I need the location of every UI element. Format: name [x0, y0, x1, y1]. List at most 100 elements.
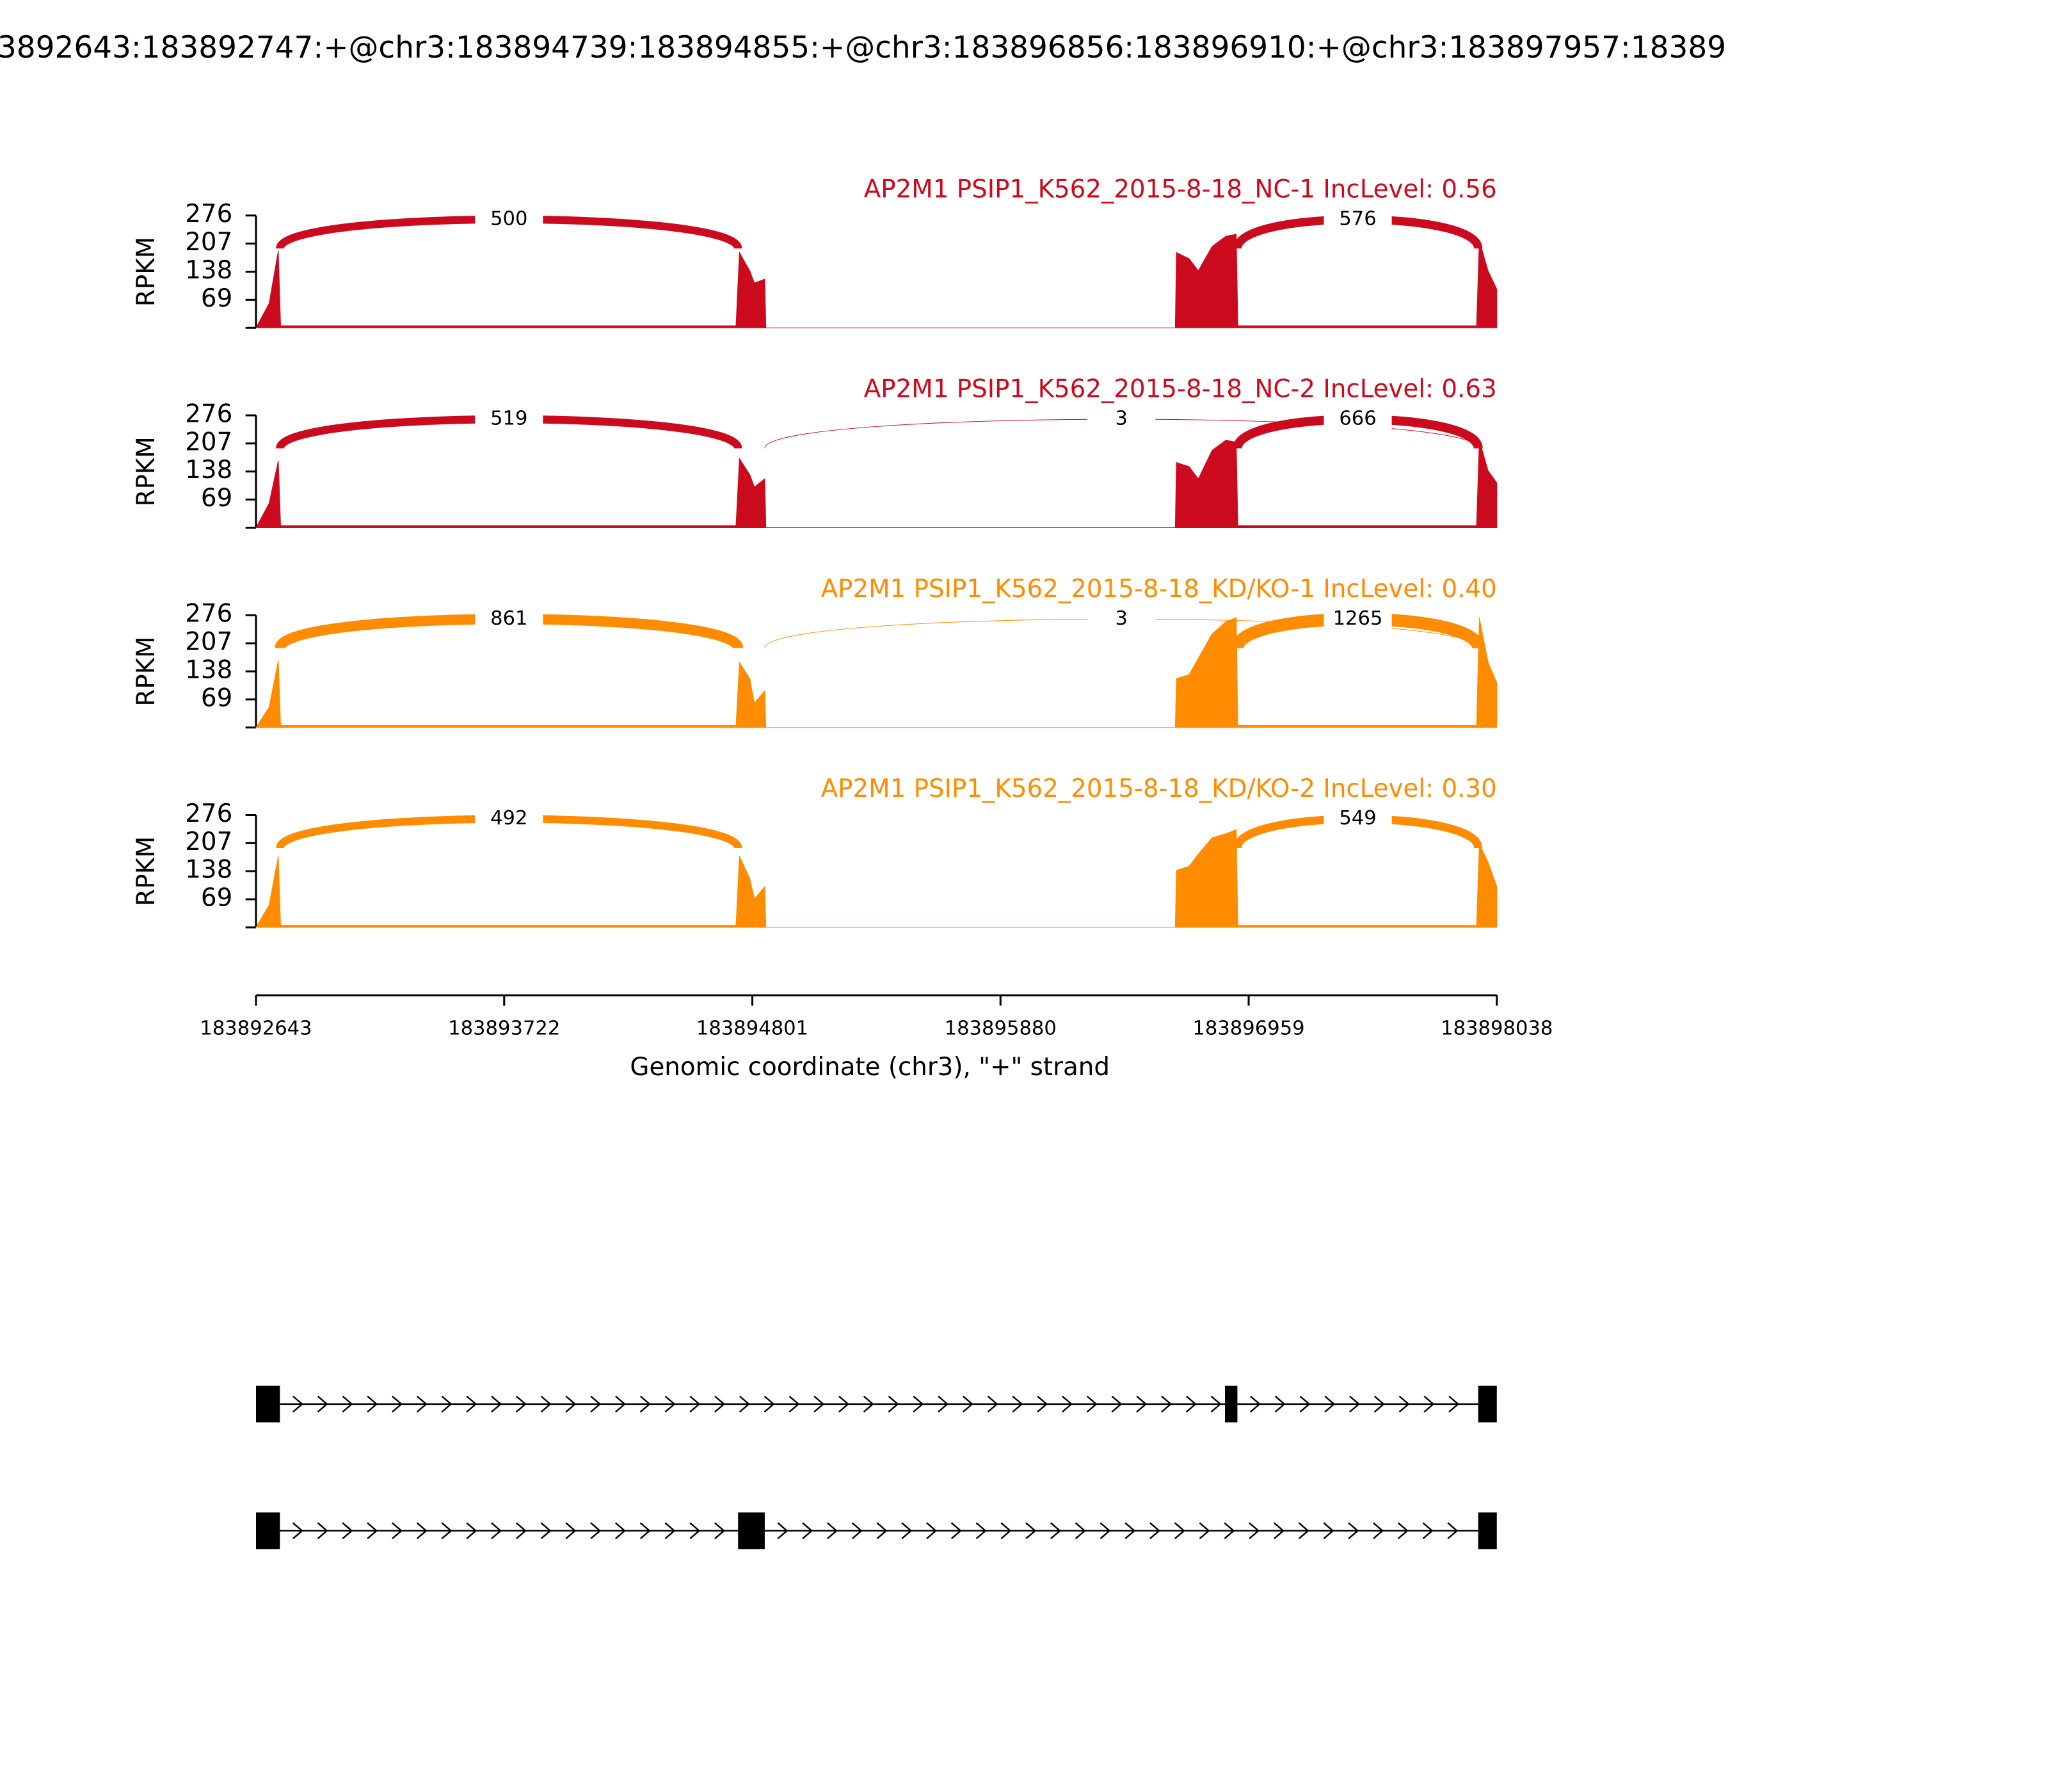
- intron-chevron: [1447, 1522, 1459, 1540]
- intron-chevron: [1249, 1522, 1260, 1540]
- y-axis-label: RPKM: [132, 836, 161, 906]
- intron-chevron: [1423, 1395, 1435, 1413]
- y-tick-label: 138: [185, 856, 232, 884]
- exon: [256, 1386, 280, 1423]
- intron-chevron: [975, 1522, 987, 1540]
- intron-chevron: [392, 1522, 403, 1540]
- junction-label-bg: [1087, 407, 1156, 431]
- intron-chevron: [1124, 1522, 1136, 1540]
- intron-chevron: [1174, 1522, 1185, 1540]
- exon: [1478, 1386, 1497, 1423]
- junction-label: 500: [490, 207, 527, 230]
- y-tick-label: 276: [185, 799, 232, 828]
- intron-chevron: [540, 1522, 552, 1540]
- intron-chevron: [615, 1522, 627, 1540]
- junction-label: 3: [1116, 408, 1128, 430]
- intron-chevron: [441, 1395, 452, 1413]
- intron-chevron: [664, 1395, 676, 1413]
- intron-chevron: [802, 1522, 813, 1540]
- intron-chevron: [1025, 1522, 1037, 1540]
- intron-chevron: [1324, 1395, 1336, 1413]
- junction-label-bg: [1324, 807, 1392, 831]
- intron-chevron: [1224, 1522, 1235, 1540]
- intron-chevron: [664, 1522, 676, 1540]
- y-tick-label: 69: [201, 684, 232, 712]
- x-tick-label: 183895880: [945, 1018, 1057, 1040]
- intron-chevron: [876, 1522, 888, 1540]
- y-tick-label: 69: [201, 484, 232, 513]
- intron-chevron: [292, 1522, 303, 1540]
- intron-chevron: [317, 1522, 328, 1540]
- intron-chevron: [1398, 1395, 1410, 1413]
- junction-label-bg: [1324, 407, 1392, 431]
- junction-label-bg: [1324, 607, 1392, 631]
- junction-label-bg: [475, 407, 543, 431]
- intron-chevron: [1250, 1395, 1261, 1413]
- intron-chevron: [938, 1395, 949, 1413]
- intron-chevron: [1136, 1395, 1148, 1413]
- intron-chevron: [1422, 1522, 1434, 1540]
- intron-chevron: [926, 1522, 938, 1540]
- panel-title: AP2M1 PSIP1_K562_2015-8-18_KD/KO-1 IncLe…: [821, 575, 1497, 604]
- intron-chevron: [950, 1522, 962, 1540]
- junction-label: 492: [490, 807, 527, 829]
- exon: [738, 1512, 765, 1549]
- intron-chevron: [1397, 1522, 1409, 1540]
- y-axis-label: RPKM: [132, 636, 161, 706]
- y-tick-label: 138: [185, 456, 232, 484]
- y-tick-label: 207: [185, 828, 232, 856]
- intron-chevron: [1274, 1522, 1285, 1540]
- intron-chevron: [838, 1395, 850, 1413]
- intron-chevron: [788, 1395, 800, 1413]
- junction-label: 3: [1116, 607, 1128, 630]
- junction-label-bg: [475, 207, 543, 232]
- intron-chevron: [714, 1522, 726, 1540]
- intron-chevron: [1037, 1395, 1048, 1413]
- y-tick-label: 138: [185, 655, 232, 684]
- junction-label: 576: [1339, 207, 1376, 230]
- intron-chevron: [1075, 1522, 1086, 1540]
- intron-chevron: [342, 1395, 353, 1413]
- junction-label: 1265: [1333, 607, 1383, 630]
- intron-chevron: [639, 1522, 651, 1540]
- y-tick-label: 69: [201, 284, 232, 313]
- intron-chevron: [441, 1522, 452, 1540]
- intron-chevron: [827, 1522, 838, 1540]
- intron-chevron: [1185, 1395, 1197, 1413]
- intron-chevron: [888, 1395, 899, 1413]
- intron-chevron: [491, 1395, 502, 1413]
- x-tick-label: 183892643: [200, 1018, 312, 1040]
- y-tick-label: 69: [201, 884, 232, 913]
- intron-chevron: [1000, 1522, 1012, 1540]
- coverage-area: [255, 234, 1498, 328]
- intron-chevron: [739, 1395, 750, 1413]
- junction-label-bg: [475, 807, 543, 831]
- intron-chevron: [565, 1522, 577, 1540]
- panel-title: AP2M1 PSIP1_K562_2015-8-18_KD/KO-2 IncLe…: [821, 774, 1497, 803]
- panel-title: AP2M1 PSIP1_K562_2015-8-18_NC-2 IncLevel…: [864, 375, 1497, 404]
- intron-chevron: [1100, 1522, 1111, 1540]
- x-tick-label: 183894801: [696, 1018, 808, 1040]
- junction-label-bg: [475, 607, 543, 631]
- exon: [1225, 1386, 1238, 1423]
- intron-chevron: [615, 1395, 627, 1413]
- intron-chevron: [1050, 1522, 1062, 1540]
- x-tick-label: 183896959: [1192, 1018, 1304, 1040]
- intron-chevron: [392, 1395, 403, 1413]
- intron-chevron: [1012, 1395, 1023, 1413]
- intron-chevron: [1111, 1395, 1123, 1413]
- panel-title: AP2M1 PSIP1_K562_2015-8-18_NC-1 IncLevel…: [864, 175, 1497, 204]
- junction-label-bg: [1087, 607, 1156, 631]
- y-axis-label: RPKM: [132, 237, 161, 307]
- exon: [256, 1512, 280, 1549]
- intron-chevron: [1299, 1395, 1311, 1413]
- y-tick-label: 276: [185, 399, 232, 428]
- exon: [1478, 1512, 1497, 1549]
- y-tick-label: 138: [185, 256, 232, 285]
- chart-title: 3892643:183892747:+@chr3:183894739:18389…: [0, 30, 1726, 65]
- junction-label: 666: [1339, 408, 1376, 430]
- junction-label-bg: [1324, 207, 1392, 232]
- intron-chevron: [491, 1522, 502, 1540]
- intron-chevron: [1149, 1522, 1161, 1540]
